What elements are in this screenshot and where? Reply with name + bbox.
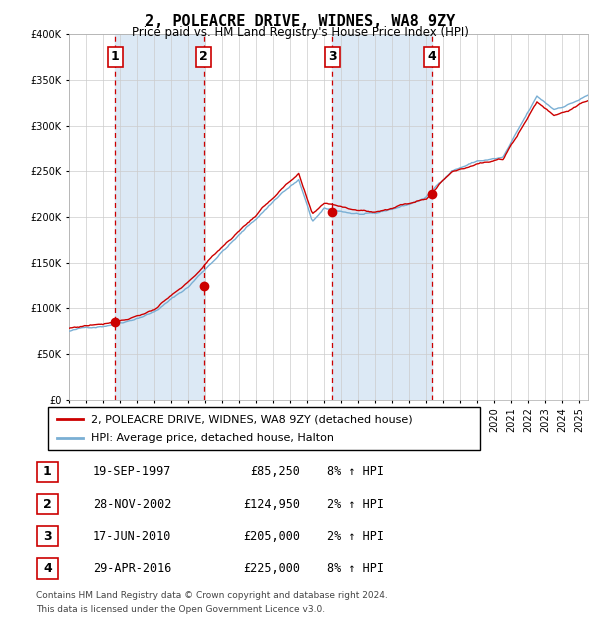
Text: £205,000: £205,000 [243, 530, 300, 542]
Text: 2% ↑ HPI: 2% ↑ HPI [327, 530, 384, 542]
Text: 1: 1 [111, 50, 119, 63]
Text: 4: 4 [428, 50, 436, 63]
Text: HPI: Average price, detached house, Halton: HPI: Average price, detached house, Halt… [91, 433, 334, 443]
Text: 29-APR-2016: 29-APR-2016 [93, 562, 172, 575]
Bar [332, 34, 432, 400]
Text: £85,250: £85,250 [250, 466, 300, 478]
FancyBboxPatch shape [48, 407, 480, 450]
Text: Price paid vs. HM Land Registry's House Price Index (HPI): Price paid vs. HM Land Registry's House … [131, 26, 469, 39]
Text: £225,000: £225,000 [243, 562, 300, 575]
FancyBboxPatch shape [37, 494, 58, 514]
Text: 2: 2 [199, 50, 208, 63]
Text: 8% ↑ HPI: 8% ↑ HPI [327, 466, 384, 478]
Text: Contains HM Land Registry data © Crown copyright and database right 2024.: Contains HM Land Registry data © Crown c… [36, 591, 388, 600]
FancyBboxPatch shape [37, 526, 58, 546]
Text: 8% ↑ HPI: 8% ↑ HPI [327, 562, 384, 575]
Text: 4: 4 [43, 562, 52, 575]
Text: 2: 2 [43, 498, 52, 510]
Bar [115, 34, 203, 400]
FancyBboxPatch shape [37, 462, 58, 482]
Text: £124,950: £124,950 [243, 498, 300, 510]
FancyBboxPatch shape [37, 559, 58, 578]
Text: 19-SEP-1997: 19-SEP-1997 [93, 466, 172, 478]
Text: 1: 1 [43, 466, 52, 478]
Text: This data is licensed under the Open Government Licence v3.0.: This data is licensed under the Open Gov… [36, 604, 325, 614]
Text: 28-NOV-2002: 28-NOV-2002 [93, 498, 172, 510]
Text: 2, POLEACRE DRIVE, WIDNES, WA8 9ZY: 2, POLEACRE DRIVE, WIDNES, WA8 9ZY [145, 14, 455, 29]
Text: 2, POLEACRE DRIVE, WIDNES, WA8 9ZY (detached house): 2, POLEACRE DRIVE, WIDNES, WA8 9ZY (deta… [91, 414, 413, 424]
Text: 3: 3 [328, 50, 337, 63]
Text: 17-JUN-2010: 17-JUN-2010 [93, 530, 172, 542]
Text: 2% ↑ HPI: 2% ↑ HPI [327, 498, 384, 510]
Text: 3: 3 [43, 530, 52, 542]
